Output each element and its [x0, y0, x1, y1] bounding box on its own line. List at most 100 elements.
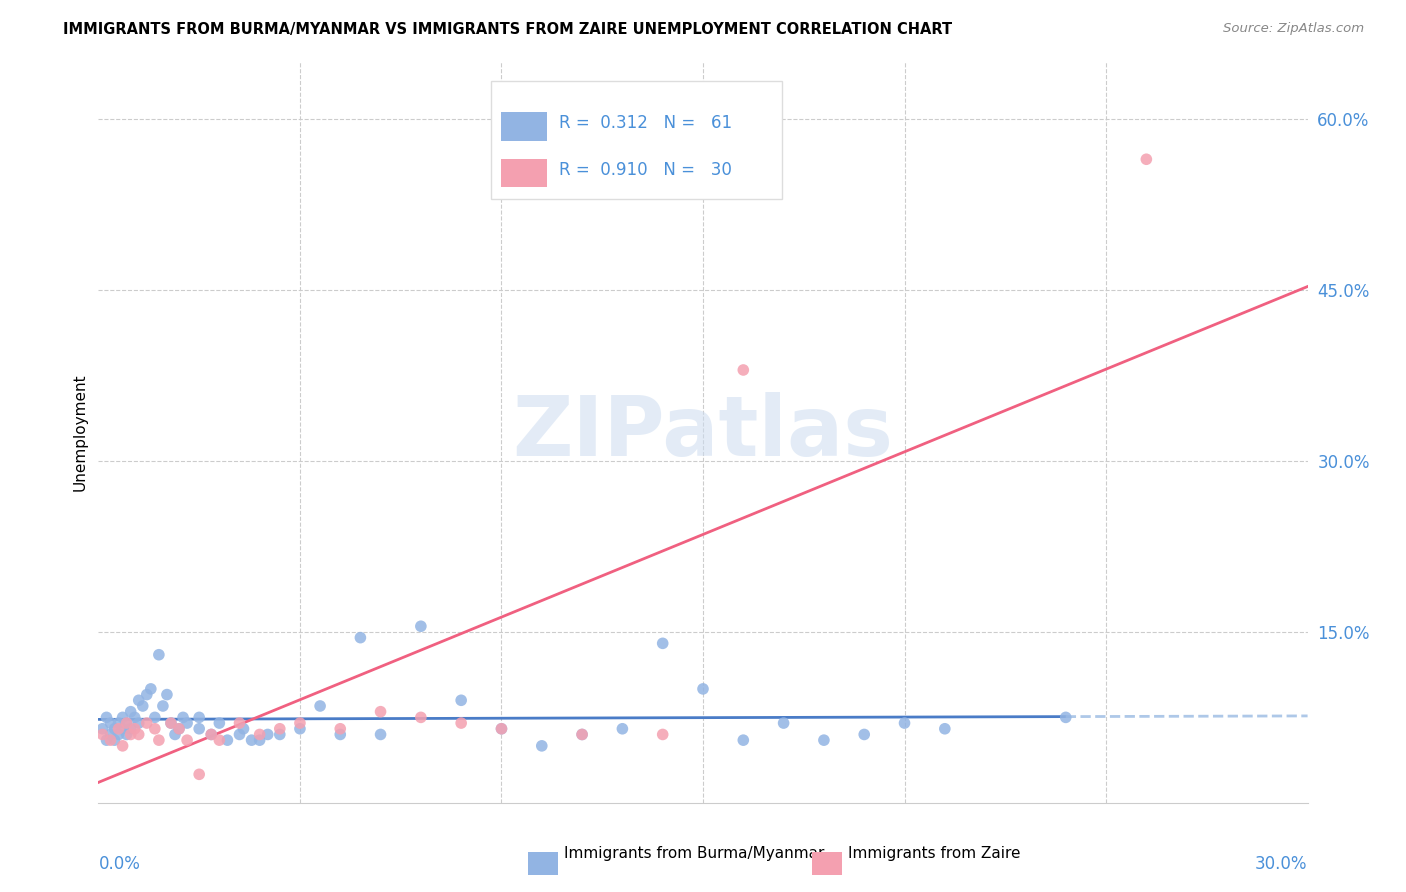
Point: [143, 722, 166, 736]
Point: [96, 710, 118, 724]
Point: [217, 733, 239, 747]
Point: [853, 727, 876, 741]
Point: [692, 681, 714, 696]
Point: [115, 716, 138, 731]
Point: [139, 681, 162, 696]
Point: [450, 716, 472, 731]
Point: [167, 722, 190, 736]
Point: [329, 727, 352, 741]
Point: [156, 688, 179, 702]
FancyBboxPatch shape: [492, 81, 782, 200]
Point: [115, 716, 138, 731]
Point: [91, 722, 114, 736]
Point: [934, 722, 956, 736]
Point: [409, 619, 432, 633]
Point: [249, 727, 271, 741]
Point: [208, 716, 231, 731]
Point: [103, 733, 125, 747]
Point: [163, 727, 186, 741]
Point: [370, 727, 392, 741]
Point: [91, 727, 114, 741]
Point: [288, 716, 311, 731]
Point: [269, 727, 291, 741]
Y-axis label: Unemployment: Unemployment: [72, 374, 87, 491]
Point: [491, 722, 513, 736]
Point: [200, 727, 222, 741]
Point: [651, 636, 673, 650]
Point: [1054, 710, 1077, 724]
Point: [111, 710, 134, 724]
Point: [288, 722, 311, 736]
Text: R =  0.910   N =   30: R = 0.910 N = 30: [560, 161, 733, 179]
Text: R =  0.312   N =   61: R = 0.312 N = 61: [560, 114, 733, 132]
Point: [148, 733, 170, 747]
FancyBboxPatch shape: [501, 112, 547, 141]
Point: [167, 722, 190, 736]
Point: [188, 722, 211, 736]
Point: [530, 739, 553, 753]
Point: [152, 698, 174, 713]
Point: [100, 733, 122, 747]
Point: [208, 733, 231, 747]
Point: [612, 722, 634, 736]
Point: [309, 698, 332, 713]
Point: [132, 698, 155, 713]
Point: [370, 705, 392, 719]
Point: [228, 716, 250, 731]
Point: [120, 705, 142, 719]
Point: [893, 716, 915, 731]
Point: [107, 727, 129, 741]
Point: [100, 727, 122, 741]
Point: [232, 722, 254, 736]
Point: [651, 727, 673, 741]
Point: [96, 733, 118, 747]
FancyBboxPatch shape: [501, 159, 547, 187]
FancyBboxPatch shape: [527, 853, 558, 875]
Point: [200, 727, 222, 741]
Point: [128, 693, 150, 707]
Point: [143, 710, 166, 724]
Point: [813, 733, 835, 747]
Text: Immigrants from Burma/Myanmar: Immigrants from Burma/Myanmar: [564, 847, 824, 862]
Point: [107, 722, 129, 736]
Point: [772, 716, 794, 731]
Point: [571, 727, 593, 741]
Point: [135, 688, 157, 702]
Point: [148, 648, 170, 662]
Point: [160, 716, 183, 731]
Point: [571, 727, 593, 741]
Point: [188, 767, 211, 781]
Text: IMMIGRANTS FROM BURMA/MYANMAR VS IMMIGRANTS FROM ZAIRE UNEMPLOYMENT CORRELATION : IMMIGRANTS FROM BURMA/MYANMAR VS IMMIGRA…: [63, 22, 952, 37]
Point: [120, 727, 142, 741]
Point: [176, 733, 198, 747]
Point: [111, 722, 134, 736]
FancyBboxPatch shape: [811, 853, 842, 875]
Point: [329, 722, 352, 736]
Point: [128, 716, 150, 731]
Point: [124, 710, 146, 724]
Point: [107, 716, 129, 731]
Point: [135, 716, 157, 731]
Point: [103, 722, 125, 736]
Point: [128, 727, 150, 741]
Point: [115, 727, 138, 741]
Point: [409, 710, 432, 724]
Point: [349, 631, 371, 645]
Point: [120, 722, 142, 736]
Point: [733, 733, 755, 747]
Point: [111, 739, 134, 753]
Point: [228, 727, 250, 741]
Point: [269, 722, 291, 736]
Point: [491, 722, 513, 736]
Text: 30.0%: 30.0%: [1256, 855, 1308, 872]
Point: [1135, 153, 1157, 167]
Point: [172, 710, 194, 724]
Point: [450, 693, 472, 707]
Point: [124, 722, 146, 736]
Point: [188, 710, 211, 724]
Text: ZIPatlas: ZIPatlas: [513, 392, 893, 473]
Point: [176, 716, 198, 731]
Point: [100, 716, 122, 731]
Text: Source: ZipAtlas.com: Source: ZipAtlas.com: [1223, 22, 1364, 36]
Point: [160, 716, 183, 731]
